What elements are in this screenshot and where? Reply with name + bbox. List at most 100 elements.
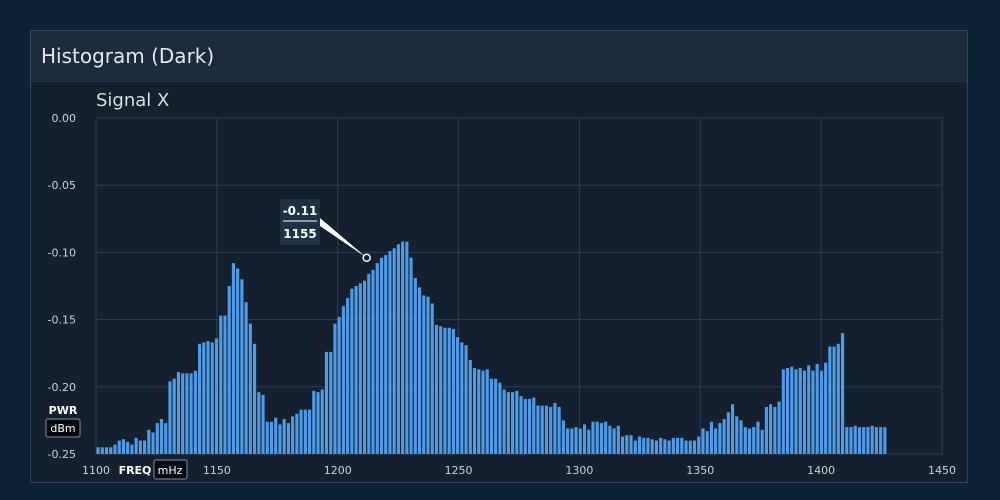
bar-8 xyxy=(130,444,134,454)
bar-79 xyxy=(430,303,434,454)
bar-121 xyxy=(608,425,612,454)
bar-12 xyxy=(147,429,151,454)
bar-7 xyxy=(126,441,130,454)
bar-143 xyxy=(701,428,705,454)
bar-39 xyxy=(261,394,265,454)
bar-54 xyxy=(324,351,329,454)
bar-40 xyxy=(265,421,269,454)
bar-118 xyxy=(595,421,599,454)
bar-44 xyxy=(282,419,286,454)
bar-104 xyxy=(536,405,540,454)
bar-175 xyxy=(836,343,840,454)
bar-113 xyxy=(574,427,578,454)
chart-title: Signal X xyxy=(96,90,169,111)
bar-127 xyxy=(633,440,637,454)
bar-122 xyxy=(612,428,616,454)
y-tick-label-2: -0.10 xyxy=(48,246,76,259)
bar-21 xyxy=(185,373,189,454)
bar-97 xyxy=(506,392,510,454)
bar-86 xyxy=(460,342,464,454)
bar-120 xyxy=(604,421,608,454)
bar-155 xyxy=(752,427,756,454)
bar-89 xyxy=(472,367,477,454)
bar-61 xyxy=(354,286,358,454)
y-unit-label: dBm xyxy=(50,422,75,435)
x-tick-label-7: 1450 xyxy=(928,464,956,477)
bar-95 xyxy=(498,382,502,454)
bar-73 xyxy=(405,241,409,454)
bar-180 xyxy=(857,427,862,454)
bar-65 xyxy=(371,269,375,454)
bar-18 xyxy=(172,378,176,454)
x-axis-label: FREQ xyxy=(119,464,152,477)
bar-173 xyxy=(828,346,832,454)
bar-171 xyxy=(819,370,823,454)
bar-130 xyxy=(646,437,650,454)
bar-10 xyxy=(138,440,142,454)
bar-30 xyxy=(223,315,227,454)
bar-111 xyxy=(566,428,570,454)
bar-144 xyxy=(705,431,709,454)
bar-134 xyxy=(663,439,667,454)
bar-128 xyxy=(637,436,642,454)
bar-51 xyxy=(312,390,316,454)
bar-2 xyxy=(104,447,109,454)
bar-53 xyxy=(320,389,324,454)
bar-45 xyxy=(286,423,290,454)
bar-141 xyxy=(692,440,697,454)
bar-13 xyxy=(151,432,155,454)
bar-165 xyxy=(794,369,798,454)
bar-151 xyxy=(735,416,739,454)
y-tick-label-4: -0.20 xyxy=(48,381,76,394)
bar-5 xyxy=(117,440,121,454)
bar-58 xyxy=(341,306,345,454)
bar-103 xyxy=(532,397,536,454)
bar-156 xyxy=(756,421,760,454)
bar-34 xyxy=(240,279,244,454)
x-tick-label-5: 1350 xyxy=(686,464,714,477)
bar-15 xyxy=(159,419,164,454)
panel-title: Histogram (Dark) xyxy=(41,44,215,68)
bar-107 xyxy=(549,406,553,454)
bar-76 xyxy=(417,287,422,454)
bar-179 xyxy=(853,425,857,454)
bar-87 xyxy=(464,345,468,454)
bar-20 xyxy=(181,373,185,454)
bar-176 xyxy=(840,333,845,454)
bar-33 xyxy=(236,268,240,454)
bar-102 xyxy=(527,398,532,454)
bar-174 xyxy=(832,346,836,454)
bar-159 xyxy=(769,404,773,454)
tooltip-marker xyxy=(362,253,371,263)
bar-133 xyxy=(659,437,663,454)
bar-109 xyxy=(557,406,561,454)
y-tick-label-3: -0.15 xyxy=(48,314,76,327)
bar-68 xyxy=(384,255,388,454)
bar-67 xyxy=(379,257,384,454)
bar-162 xyxy=(781,369,785,454)
bar-63 xyxy=(362,280,367,454)
bar-153 xyxy=(743,427,747,454)
bar-28 xyxy=(214,338,219,454)
bar-117 xyxy=(591,421,595,454)
x-tick-label-2: 1200 xyxy=(324,464,352,477)
bar-49 xyxy=(303,409,307,454)
bar-99 xyxy=(515,390,519,454)
bar-163 xyxy=(785,367,790,454)
bar-35 xyxy=(244,302,248,454)
bar-139 xyxy=(684,440,688,454)
x-tick-label-0: 1100 xyxy=(82,464,110,477)
bar-186 xyxy=(883,427,887,454)
bar-115 xyxy=(582,424,587,454)
bar-9 xyxy=(134,437,138,454)
bar-70 xyxy=(392,248,396,454)
bar-184 xyxy=(874,427,878,454)
bar-100 xyxy=(519,396,523,454)
bar-106 xyxy=(544,405,549,454)
bar-160 xyxy=(773,406,777,454)
bar-88 xyxy=(468,359,472,454)
bar-46 xyxy=(291,416,295,454)
bar-66 xyxy=(375,263,379,454)
bar-93 xyxy=(489,378,494,454)
bar-43 xyxy=(278,424,282,454)
